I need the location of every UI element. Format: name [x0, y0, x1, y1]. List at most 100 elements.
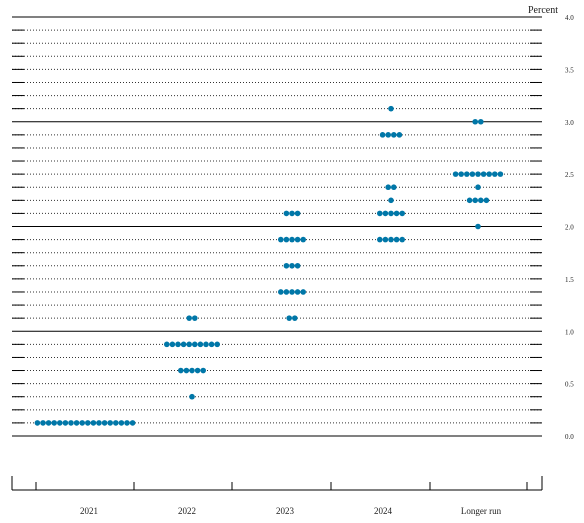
data-dot [475, 223, 481, 230]
data-dot [294, 262, 301, 269]
data-dot [388, 105, 394, 112]
data-dots [34, 105, 504, 426]
data-dot [283, 236, 290, 243]
data-dot [469, 171, 476, 177]
data-dot [475, 184, 481, 191]
data-dot [113, 420, 119, 426]
data-dot [294, 210, 301, 217]
data-dot [124, 420, 130, 426]
y-tick-label: 4.0 [565, 14, 574, 22]
data-dot [377, 210, 383, 217]
x-tick-label: Longer run [461, 506, 502, 516]
data-dot [45, 420, 52, 426]
data-dot [203, 341, 209, 348]
data-dot [393, 236, 400, 243]
x-tick-label: 2022 [178, 506, 196, 516]
data-dot [79, 420, 85, 426]
data-dot [486, 171, 493, 177]
data-dot [452, 171, 459, 177]
data-dot [278, 289, 284, 295]
data-dot [483, 197, 490, 204]
data-dot [472, 197, 479, 204]
data-dot [189, 393, 195, 400]
data-dot [283, 210, 290, 217]
data-dot [475, 171, 481, 177]
data-dot [458, 171, 465, 177]
data-dot [192, 315, 198, 321]
data-dot [34, 420, 41, 426]
data-dot [90, 420, 97, 426]
data-dot [466, 197, 473, 204]
data-dot [388, 197, 394, 204]
y-tick-label: 2.5 [565, 171, 574, 179]
data-dot [101, 420, 108, 426]
y-tick-label: 3.5 [565, 66, 574, 74]
data-dot [186, 341, 192, 348]
data-dot [180, 341, 187, 348]
data-dot [382, 210, 389, 217]
data-dot [200, 367, 206, 374]
data-dot [129, 420, 136, 426]
data-dot [399, 236, 406, 243]
data-dot [289, 210, 295, 217]
data-dot [208, 341, 215, 348]
data-dot [472, 118, 479, 125]
data-dot [388, 236, 394, 243]
data-dot [40, 420, 46, 426]
data-dot [73, 420, 80, 426]
data-dot [57, 420, 63, 426]
data-dot [300, 236, 307, 243]
y-axis-label: Percent [528, 5, 558, 16]
data-dot [178, 367, 184, 374]
data-dot [300, 289, 307, 295]
data-dot [393, 210, 400, 217]
data-dot [480, 171, 487, 177]
data-dot [186, 315, 192, 321]
data-dot [51, 420, 57, 426]
data-dot [292, 315, 298, 321]
data-dot [175, 341, 181, 348]
data-dot [396, 132, 403, 138]
data-dot [294, 289, 301, 295]
data-dot [377, 236, 383, 243]
data-dot [107, 420, 113, 426]
x-tick-label: 2023 [276, 506, 295, 516]
data-dot [478, 197, 484, 204]
x-tick-label: 2021 [80, 506, 98, 516]
data-dot [189, 367, 195, 374]
data-dot [399, 210, 406, 217]
data-dot [289, 289, 295, 295]
y-axis-tick-labels: 0.0 0.5 1.0 1.5 2.0 2.5 3.0 3.5 4.0 [565, 14, 574, 441]
data-dot [283, 262, 290, 269]
data-dot [289, 236, 295, 243]
data-dot [391, 132, 397, 138]
data-dot [379, 132, 386, 138]
data-dot [118, 420, 125, 426]
data-dot [497, 171, 504, 177]
data-dot [283, 289, 290, 295]
data-dot [385, 132, 392, 138]
data-dot [62, 420, 69, 426]
data-dot [183, 367, 190, 374]
y-tick-label: 3.0 [565, 119, 574, 127]
data-dot [214, 341, 220, 348]
data-dot [194, 367, 201, 374]
y-tick-label: 0.5 [565, 381, 574, 389]
data-dot [85, 420, 91, 426]
y-tick-label: 1.5 [565, 276, 574, 284]
data-dot [391, 184, 397, 191]
data-dot [169, 341, 176, 348]
y-tick-label: 1.0 [565, 328, 574, 336]
data-dot [464, 171, 470, 177]
data-dot [164, 341, 170, 348]
y-tick-label: 0.0 [565, 433, 574, 441]
data-dot [197, 341, 204, 348]
data-dot [96, 420, 102, 426]
data-dot [286, 315, 293, 321]
data-dot [289, 262, 295, 269]
data-dot [478, 118, 484, 125]
data-dot [278, 236, 284, 243]
data-dot [294, 236, 301, 243]
data-dot [192, 341, 198, 348]
